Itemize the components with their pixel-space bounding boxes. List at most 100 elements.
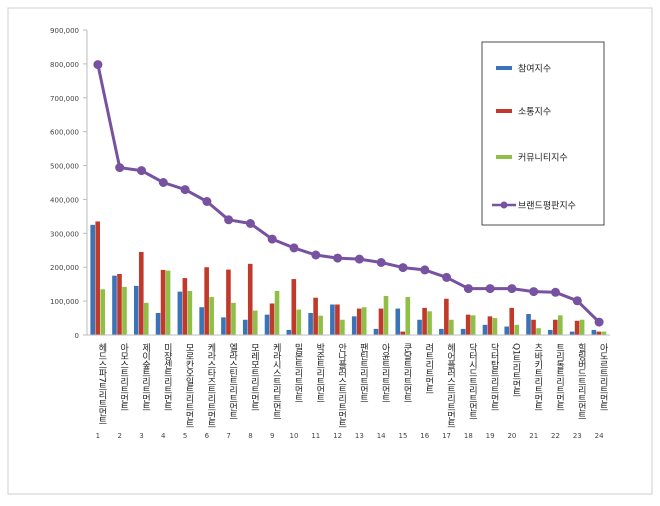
point-15 [398, 263, 408, 273]
legend-swatch-1 [496, 66, 512, 70]
point-16 [420, 265, 430, 275]
category-label-15: 쿤달트리트먼트 [401, 343, 411, 403]
point-5 [180, 185, 190, 195]
point-7 [224, 215, 234, 225]
index-label-11: 11 [311, 432, 320, 440]
point-17 [442, 272, 452, 282]
bar-2-1 [95, 221, 100, 335]
bar-3-9 [274, 290, 280, 335]
index-label-12: 12 [333, 432, 342, 440]
bar-1-12 [330, 304, 335, 335]
legend-swatch-2 [496, 109, 512, 113]
bar-1-6 [199, 307, 204, 335]
bar-2-13 [356, 308, 362, 335]
index-label-17: 17 [442, 432, 451, 440]
point-6 [202, 197, 212, 206]
category-label-23: 힐링버드트리트먼트 [576, 342, 586, 420]
bar-3-20 [514, 324, 520, 335]
y-tick-label: 0 [75, 332, 79, 340]
bar-2-9 [269, 303, 275, 335]
bar-2-24 [596, 331, 602, 335]
category-label-18: 닥터시드트리트먼트 [467, 343, 477, 420]
bar-2-12 [335, 304, 340, 335]
index-label-23: 23 [573, 432, 582, 440]
bar-3-18 [470, 315, 476, 335]
bar-3-14 [383, 296, 389, 335]
bar-2-17 [444, 298, 449, 335]
point-20 [507, 284, 517, 294]
point-23 [572, 296, 582, 306]
bar-3-23 [579, 319, 585, 335]
bar-2-6 [204, 267, 209, 335]
category-label-6: 케라스타즈트리트먼트 [205, 343, 215, 428]
bar-2-20 [509, 307, 515, 335]
point-18 [463, 284, 473, 294]
index-label-1: 1 [96, 432, 100, 440]
bar-2-23 [574, 320, 580, 335]
index-label-20: 20 [507, 432, 516, 440]
bar-3-5 [187, 290, 193, 335]
point-21 [529, 287, 539, 297]
category-label-13: 팬틴트리트먼트 [358, 343, 368, 403]
index-label-7: 7 [226, 432, 230, 440]
bar-3-22 [558, 315, 563, 335]
y-tick-label: 500,000 [50, 163, 79, 171]
index-label-19: 19 [486, 432, 495, 440]
legend-label-3: 커뮤니티지수 [518, 153, 568, 164]
point-24 [594, 317, 604, 327]
category-label-19: 닥터탑트리트먼트 [489, 343, 499, 411]
bar-3-1 [100, 289, 105, 335]
bar-3-2 [122, 286, 127, 335]
category-label-9: 케라시스트리트먼트 [271, 343, 281, 420]
bar-1-18 [460, 328, 466, 335]
bar-1-19 [482, 324, 488, 335]
point-4 [158, 178, 168, 187]
point-2 [115, 163, 125, 173]
category-label-7: 엘라스틴트리트먼트 [227, 343, 237, 420]
x-axis: 헤드스파7트리트먼트 1 아모스트리트먼트 2 제이숲트리트먼트 3 미쟝센트리트먼트 4 모로… [87, 334, 610, 440]
category-label-4: 미쟝센트리트먼트 [162, 343, 172, 411]
point-9 [267, 234, 277, 244]
bar-1-1 [90, 224, 95, 335]
y-tick-label: 600,000 [50, 129, 79, 137]
bar-1-13 [351, 316, 357, 335]
bar-2-3 [138, 251, 144, 335]
y-tick-label: 700,000 [50, 95, 79, 103]
point-1 [93, 60, 103, 70]
bar-3-15 [405, 297, 411, 335]
index-label-16: 16 [420, 432, 429, 440]
y-tick-label: 400,000 [50, 196, 79, 204]
bar-3-21 [536, 328, 541, 335]
bar-1-9 [264, 314, 270, 335]
line-series [93, 60, 604, 327]
category-label-17: 헤어플러스트리트먼트 [445, 342, 455, 428]
index-label-8: 8 [248, 432, 252, 440]
index-label-22: 22 [551, 432, 560, 440]
bar-1-17 [439, 328, 444, 335]
point-10 [289, 243, 299, 253]
bar-2-8 [247, 263, 253, 335]
bar-3-10 [296, 309, 302, 335]
bar-3-3 [143, 302, 149, 335]
legend-swatch-3 [496, 155, 512, 159]
bar-1-22 [548, 329, 553, 335]
bar-2-19 [487, 316, 493, 335]
bar-3-13 [361, 307, 367, 335]
y-tick-label: 800,000 [50, 61, 79, 69]
bar-3-4 [165, 270, 171, 335]
bar-1-23 [569, 331, 575, 335]
bar-2-15 [400, 331, 406, 335]
bar-1-11 [308, 312, 313, 335]
category-label-12: 안나플러스트리트먼트 [336, 343, 346, 428]
y-tick-label: 100,000 [50, 298, 79, 306]
index-label-15: 15 [399, 432, 408, 440]
y-axis: 0 100,000 200,000 300,000 400,000 500,000 600,… [50, 27, 88, 340]
bar-3-17 [449, 319, 454, 335]
bar-2-10 [291, 279, 297, 335]
bar-1-21 [526, 313, 531, 335]
index-label-18: 18 [464, 432, 473, 440]
bar-2-14 [378, 308, 384, 335]
category-label-11: 박준트리트먼트 [314, 343, 324, 403]
